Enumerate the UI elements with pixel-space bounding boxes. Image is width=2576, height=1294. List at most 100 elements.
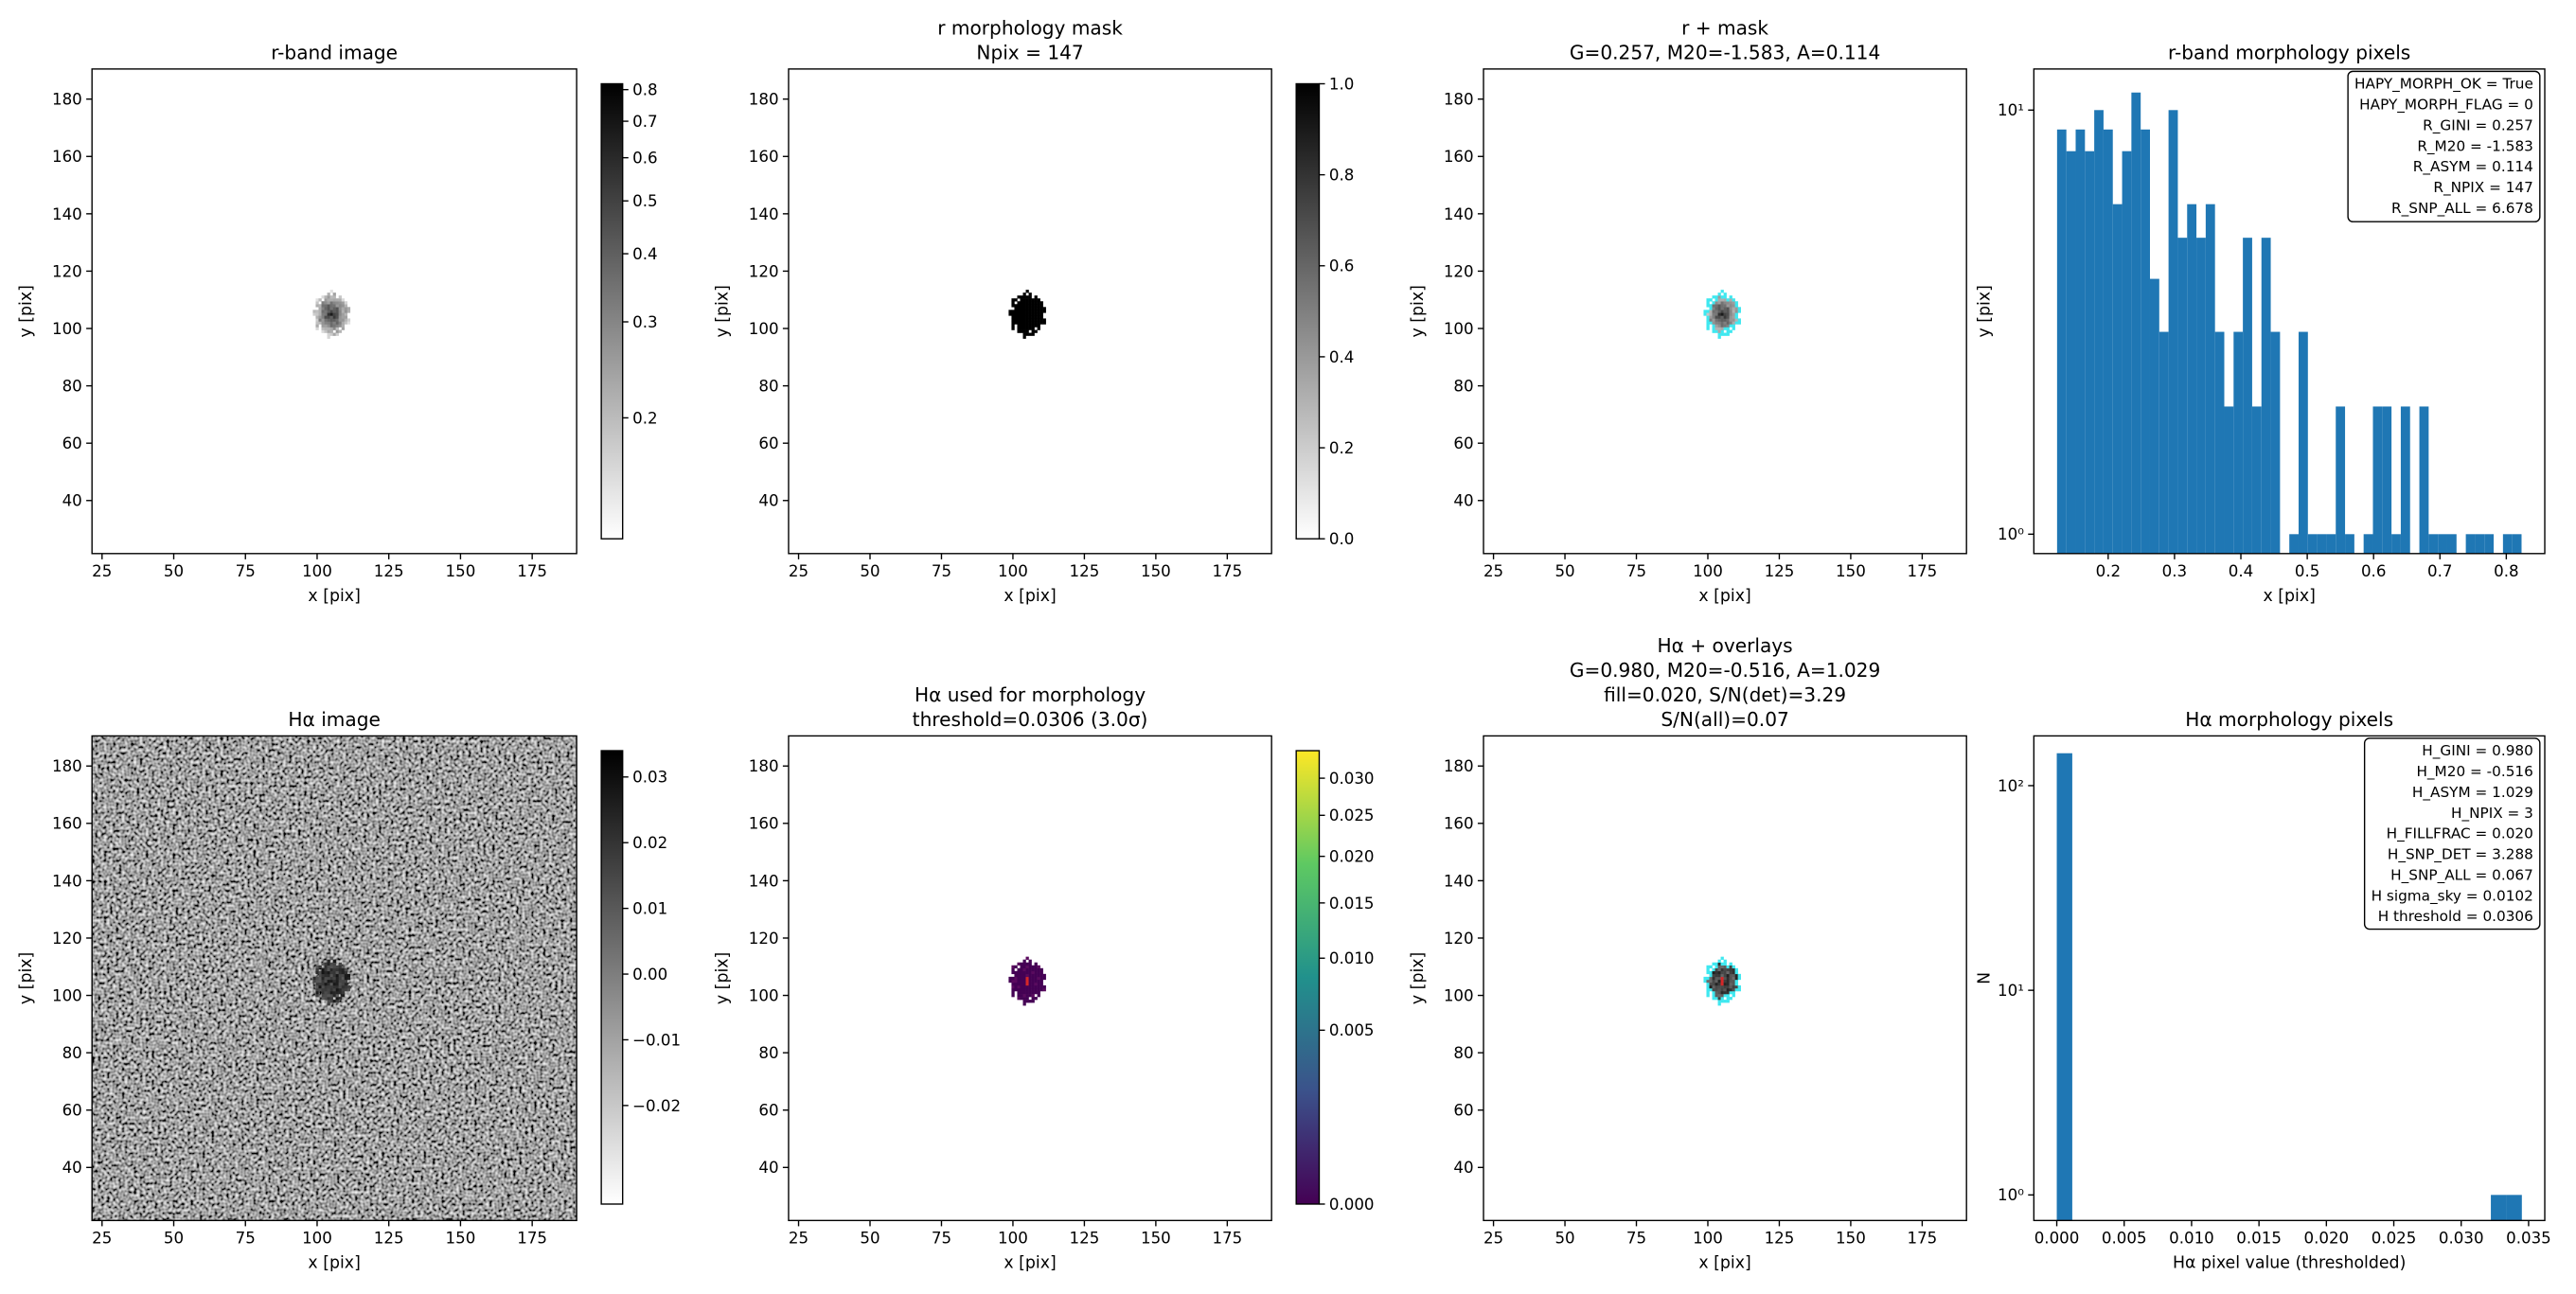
image-pixel — [341, 967, 346, 972]
image-pixel — [1726, 318, 1730, 322]
image-pixel — [1732, 298, 1735, 302]
histogram-bar — [2372, 406, 2383, 554]
image-pixel — [1037, 979, 1040, 984]
image-pixel — [1022, 329, 1026, 333]
image-pixel — [341, 312, 346, 316]
image-pixel — [318, 315, 322, 319]
image-pixel — [318, 298, 322, 302]
image-pixel — [321, 315, 325, 319]
image-pixel — [1011, 979, 1015, 984]
image-pixel — [324, 991, 328, 995]
image-pixel — [1022, 1000, 1026, 1003]
image-pixel — [1017, 973, 1021, 978]
y-tick-label: 140 — [1444, 205, 1474, 223]
image-pixel — [1011, 315, 1015, 319]
image-pixel — [1717, 332, 1721, 336]
image-pixel — [332, 292, 336, 296]
y-tick-label: 10⁰ — [1998, 525, 2024, 543]
image-pixel — [1729, 991, 1732, 995]
y-tick-label: 140 — [52, 872, 82, 890]
x-tick-label: 100 — [302, 1230, 332, 1248]
y-axis-label: y [pix] — [714, 952, 733, 1004]
image-pixel — [1039, 315, 1043, 319]
image-pixel — [315, 312, 319, 316]
image-pixel — [327, 970, 330, 975]
image-pixel — [1712, 310, 1715, 313]
y-tick-label: 120 — [749, 262, 779, 280]
x-tick-label: 75 — [932, 1230, 951, 1248]
image-pixel — [1712, 312, 1715, 316]
x-tick-label: 0.000 — [2034, 1230, 2080, 1248]
image-pixel — [1732, 301, 1735, 305]
chart-title: S/N(all)=0.07 — [1661, 708, 1788, 731]
image-pixel — [341, 301, 346, 305]
image-pixel — [1011, 991, 1015, 995]
image-pixel — [1025, 295, 1029, 299]
colorbar — [1295, 750, 1321, 1205]
image-pixel — [1712, 307, 1715, 310]
image-pixel — [346, 318, 351, 322]
image-pixel — [1732, 312, 1735, 316]
image-pixel — [1720, 295, 1724, 299]
histogram-bar — [2475, 534, 2485, 554]
annotation-line: H_SNP_DET = 3.288 — [2388, 846, 2533, 864]
image-pixel — [1034, 970, 1038, 975]
x-tick-label: 0.010 — [2169, 1230, 2214, 1248]
image-pixel — [318, 965, 322, 969]
histogram-bar — [2506, 1195, 2522, 1221]
image-pixel — [1720, 332, 1724, 336]
image-pixel — [1717, 327, 1721, 330]
image-pixel — [327, 335, 330, 339]
image-pixel — [329, 310, 333, 313]
annotation-line: H threshold = 0.0306 — [2378, 908, 2533, 925]
image-pixel — [1726, 984, 1730, 989]
image-pixel — [315, 991, 319, 995]
image-pixel — [1726, 321, 1730, 325]
image-pixel — [335, 301, 339, 305]
image-pixel — [338, 295, 342, 299]
image-pixel — [1037, 982, 1040, 986]
image-pixel — [1714, 979, 1718, 984]
image-pixel — [1717, 959, 1721, 963]
image-pixel — [1039, 321, 1043, 325]
image-pixel — [338, 315, 342, 319]
histogram-bar — [2438, 534, 2447, 554]
image-pixel — [1025, 991, 1029, 995]
image-pixel — [321, 962, 325, 966]
image-pixel — [1717, 967, 1721, 972]
image-pixel — [1723, 967, 1727, 972]
image-pixel — [1025, 973, 1029, 978]
image-pixel — [1028, 304, 1032, 308]
image-pixel — [1720, 310, 1724, 313]
x-tick-label: 75 — [1626, 1230, 1646, 1248]
y-tick-label: 180 — [749, 757, 779, 775]
image-pixel — [1028, 298, 1032, 302]
image-pixel — [1031, 967, 1035, 972]
image-pixel — [1732, 976, 1735, 981]
image-pixel — [1028, 970, 1032, 975]
image-pixel — [1022, 976, 1026, 981]
y-tick-label: 10⁰ — [1998, 1186, 2024, 1204]
image-pixel — [1039, 982, 1043, 986]
image-pixel — [1712, 318, 1715, 322]
image-pixel — [1706, 967, 1710, 972]
image-pixel — [1717, 982, 1721, 986]
image-pixel — [346, 987, 351, 992]
image-pixel — [1020, 321, 1023, 325]
image-pixel — [344, 312, 348, 316]
image-pixel — [329, 312, 333, 316]
y-tick-label: 120 — [749, 930, 779, 948]
histogram-bar — [2103, 129, 2113, 554]
x-tick-label: 175 — [1908, 1230, 1938, 1248]
image-pixel — [1017, 967, 1021, 972]
image-pixel — [1022, 324, 1026, 328]
image-pixel — [1726, 979, 1730, 984]
image-pixel — [1020, 967, 1023, 972]
image-pixel — [1025, 307, 1029, 310]
image-pixel — [1022, 967, 1026, 972]
image-pixel — [1034, 324, 1038, 328]
y-tick-label: 40 — [758, 492, 778, 510]
image-pixel — [1025, 329, 1029, 333]
x-axis-label: x [pix] — [1004, 1254, 1056, 1273]
